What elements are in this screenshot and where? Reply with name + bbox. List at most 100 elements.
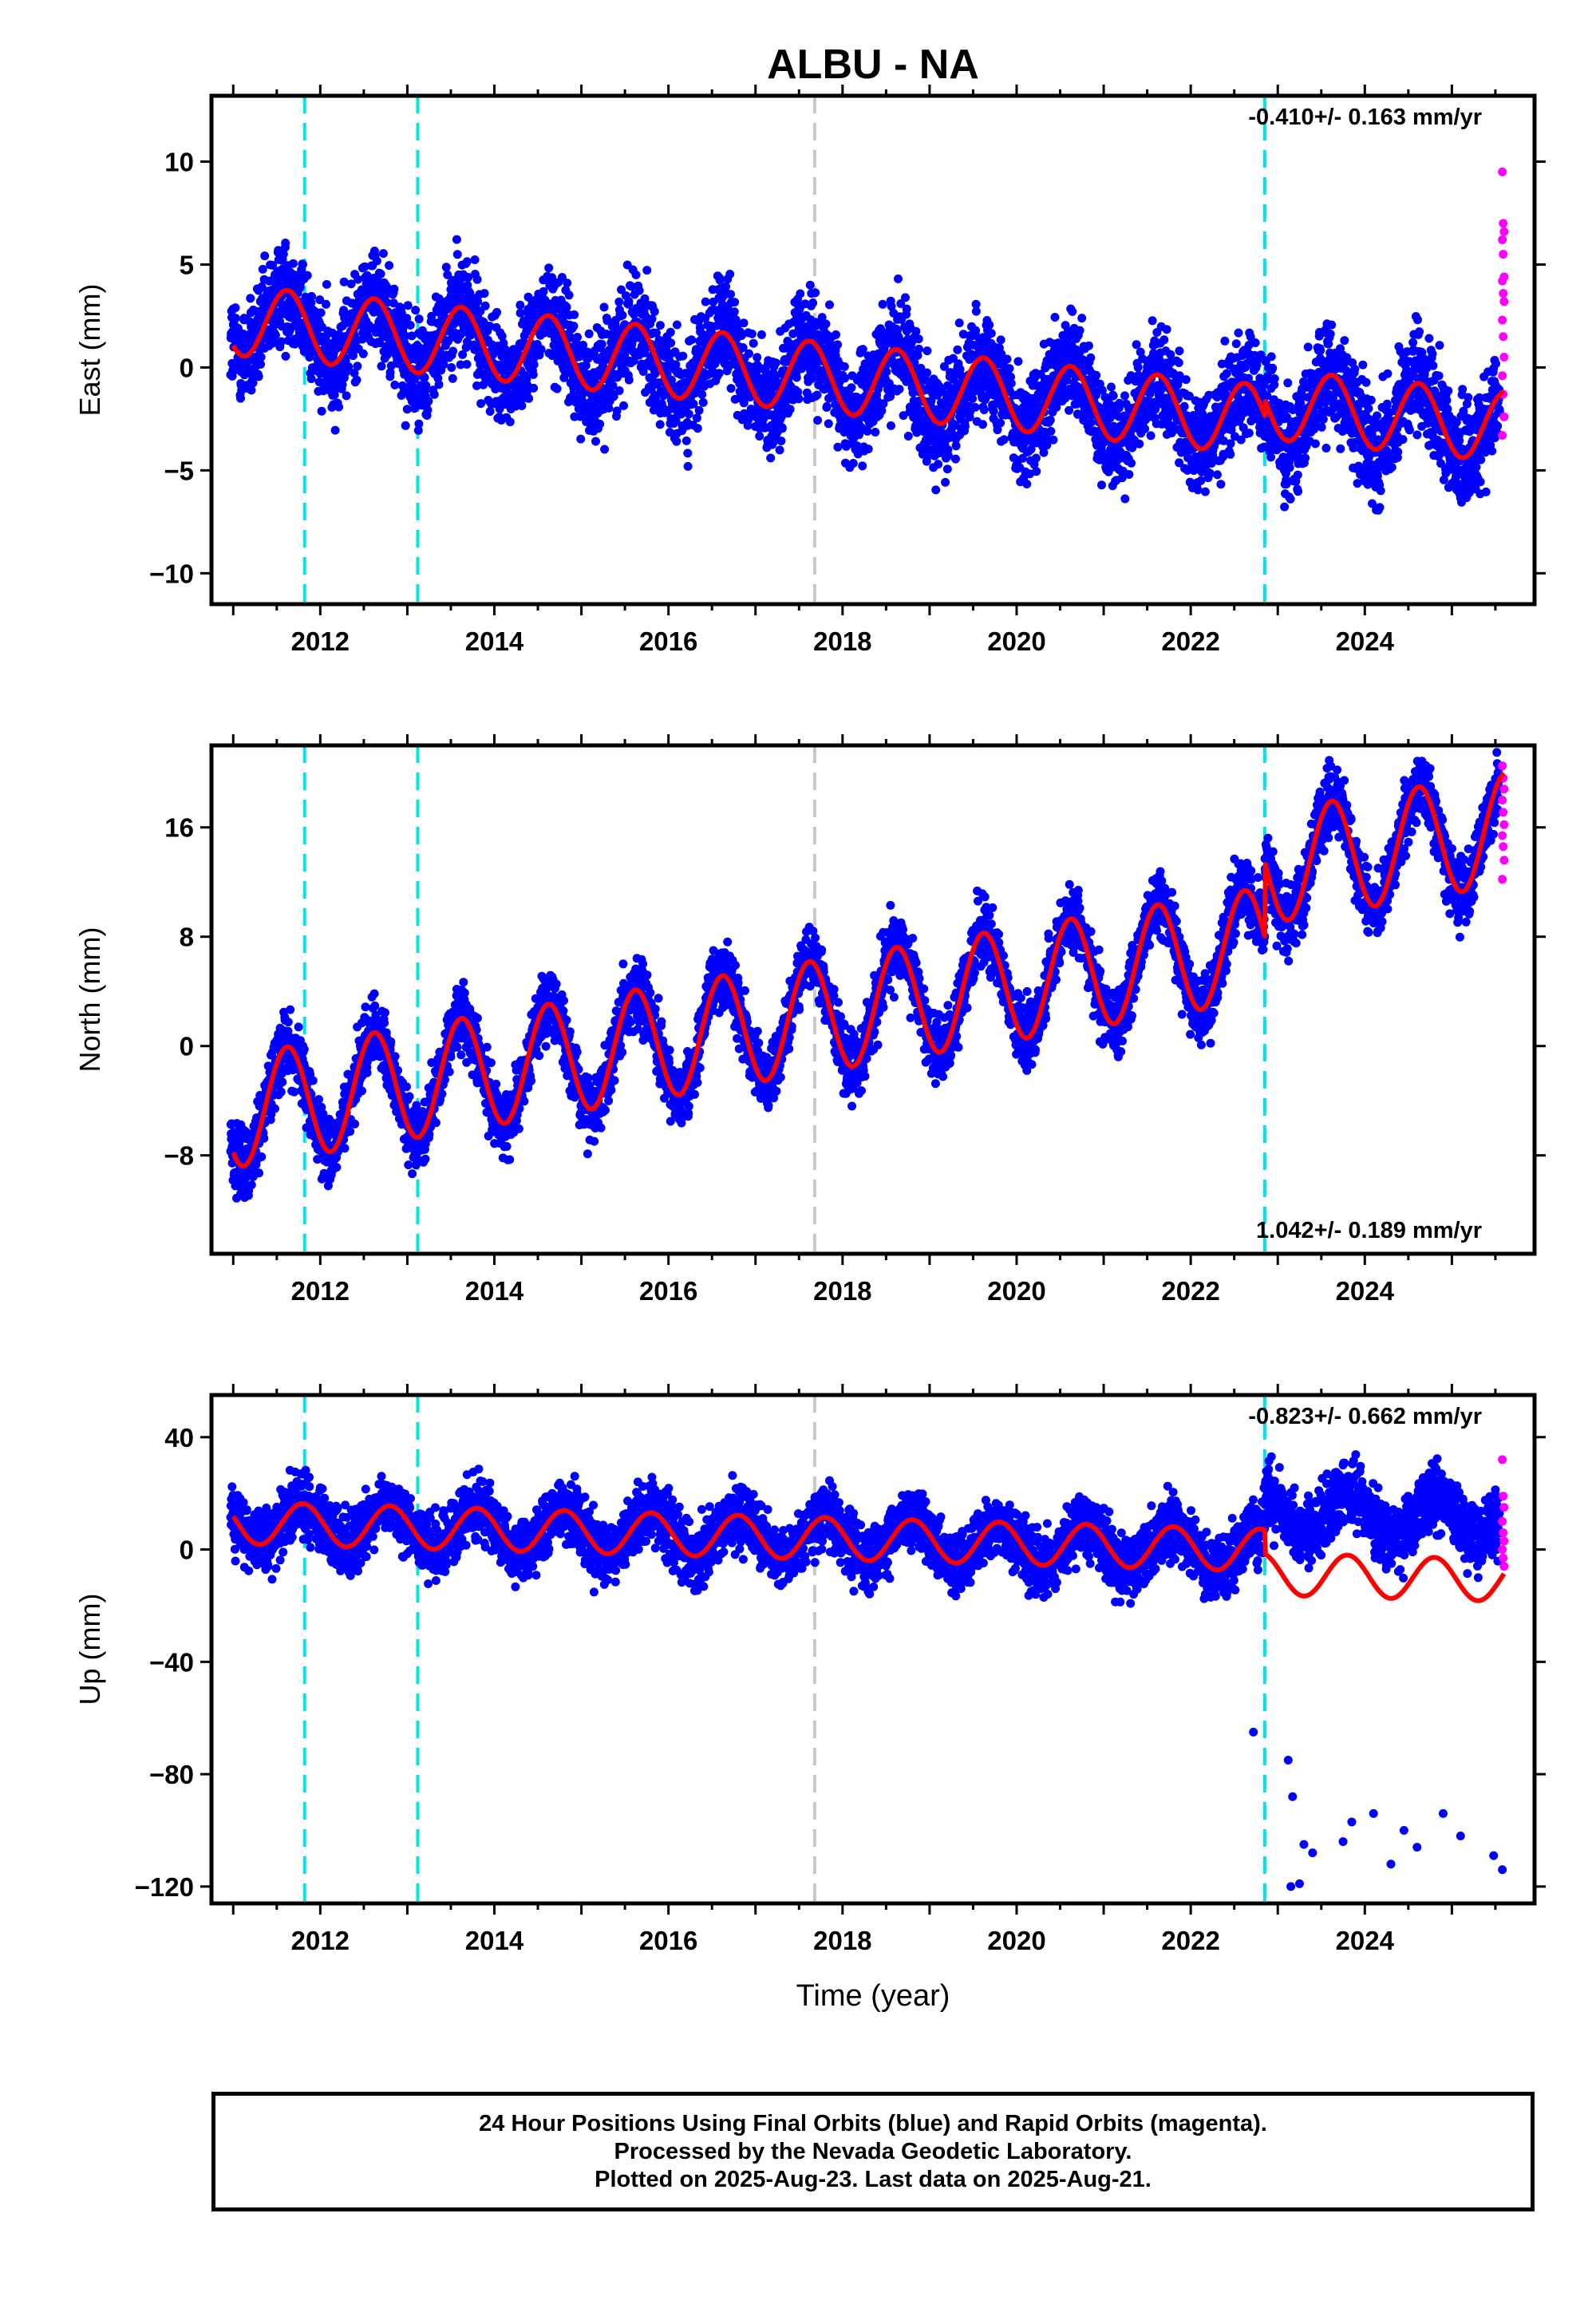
final-orbit-point [302, 271, 312, 280]
final-orbit-point [413, 425, 423, 435]
final-orbit-point [1285, 463, 1294, 472]
final-orbit-point [725, 270, 735, 279]
final-orbit-point [1310, 439, 1320, 449]
final-orbit-point [1375, 503, 1385, 512]
final-orbit-point [1006, 378, 1016, 388]
final-orbit-point [1159, 335, 1169, 345]
final-orbit-point [1005, 364, 1014, 373]
final-orbit-point [609, 392, 618, 401]
final-orbit-point [277, 337, 286, 346]
final-orbit-point [524, 393, 534, 403]
final-orbit-point [401, 331, 410, 341]
final-orbit-point [316, 308, 326, 318]
final-orbit-point [1358, 360, 1368, 370]
final-orbit-point [922, 368, 932, 377]
final-orbit-point [591, 437, 600, 446]
final-orbit-point [821, 319, 831, 329]
final-orbit-point [472, 381, 481, 390]
final-orbit-point [650, 306, 659, 316]
final-orbit-point [757, 330, 766, 339]
final-orbit-point [634, 286, 644, 295]
final-orbit-point [863, 445, 873, 454]
final-orbit-point [246, 294, 255, 303]
final-orbit-point [516, 300, 525, 310]
final-orbit-point [1268, 363, 1278, 373]
final-orbit-point [1327, 320, 1337, 330]
final-orbit-point [407, 331, 417, 341]
final-orbit-point [934, 460, 943, 469]
final-orbit-point [655, 321, 665, 330]
final-orbit-point [376, 269, 385, 279]
final-orbit-point [1382, 399, 1392, 409]
final-orbit-point [777, 424, 787, 433]
final-orbit-point [338, 380, 347, 389]
final-orbit-point [847, 383, 856, 393]
final-orbit-point [1336, 444, 1345, 453]
final-orbit-point [792, 373, 801, 382]
final-orbit-point [1162, 325, 1171, 334]
final-orbit-point [996, 335, 1005, 345]
final-orbit-point [462, 257, 472, 267]
final-orbit-point [1231, 339, 1241, 349]
final-orbit-point [595, 419, 605, 429]
final-orbit-point [1133, 362, 1143, 372]
final-orbit-point [871, 428, 880, 437]
final-orbit-point [569, 322, 579, 331]
final-orbit-point [505, 417, 515, 427]
final-orbit-point [614, 297, 624, 306]
plot-area [226, 96, 1509, 604]
final-orbit-point [330, 390, 339, 400]
final-orbit-point [470, 255, 480, 264]
final-orbit-point [536, 345, 546, 354]
final-orbit-point [597, 339, 606, 349]
final-orbit-point [642, 266, 652, 275]
final-orbit-point [424, 397, 433, 406]
final-orbit-point [1404, 425, 1414, 435]
final-orbit-point [1387, 463, 1396, 472]
figure-title: ALBU - NA [767, 41, 979, 88]
final-orbit-point [922, 346, 932, 356]
final-orbit-point [385, 368, 395, 377]
final-orbit-point [1179, 401, 1189, 411]
final-orbit-point [1398, 435, 1408, 445]
final-orbit-point [378, 249, 388, 259]
final-orbit-point [698, 397, 708, 407]
final-orbit-point [1283, 378, 1293, 388]
final-orbit-point [1303, 342, 1313, 352]
final-orbit-point [1316, 346, 1325, 355]
final-orbit-point [254, 372, 263, 381]
final-orbit-point [402, 405, 412, 414]
final-orbit-point [681, 436, 691, 445]
final-orbit-point [624, 375, 634, 385]
final-orbit-point [796, 289, 805, 298]
final-orbit-point [1301, 453, 1310, 463]
final-orbit-point [1077, 314, 1087, 323]
final-orbit-point [539, 287, 548, 296]
final-orbit-point [1373, 411, 1381, 421]
final-orbit-point [951, 441, 961, 451]
final-orbit-point [895, 385, 904, 394]
final-orbit-point [1092, 370, 1101, 380]
final-orbit-point [1140, 424, 1150, 433]
final-orbit-point [979, 405, 989, 414]
final-orbit-point [528, 370, 538, 379]
final-orbit-point [996, 418, 1005, 428]
final-orbit-point [1376, 486, 1385, 496]
final-orbit-point [443, 270, 452, 279]
final-orbit-point [1317, 422, 1326, 432]
final-orbit-point [1097, 480, 1106, 490]
final-orbit-point [1075, 326, 1084, 335]
final-orbit-point [360, 262, 369, 271]
final-orbit-point [476, 399, 486, 409]
final-orbit-point [346, 279, 356, 289]
final-orbit-point [473, 297, 483, 306]
final-orbit-point [256, 360, 266, 369]
final-orbit-point [421, 381, 431, 390]
final-orbit-point [894, 274, 903, 283]
final-orbit-point [971, 326, 981, 335]
final-orbit-point [1383, 369, 1393, 378]
final-orbit-point [529, 383, 539, 393]
final-orbit-point [729, 307, 739, 317]
